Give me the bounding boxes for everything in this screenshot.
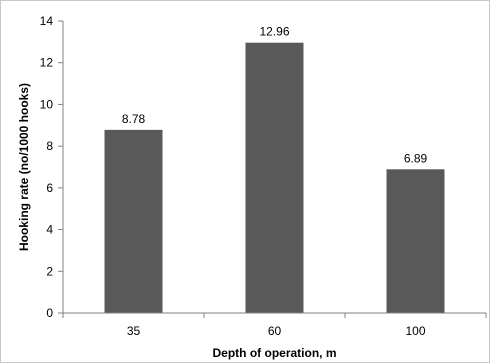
bars [104,42,445,313]
x-tick-label: 35 [127,324,141,338]
y-tick-label: 0 [46,306,53,320]
y-axis-title: Hooking rate (no/1000 hooks) [17,83,31,251]
y-tick-label: 4 [46,223,53,237]
y-tick-label: 14 [40,14,54,28]
x-tick-label: 60 [268,324,282,338]
data-labels: 8.78 12.96 6.89 [122,25,428,166]
bar-100 [386,169,445,313]
x-axis-title: Depth of operation, m [213,346,337,360]
y-tick-label: 10 [40,97,54,111]
x-tick-label: 100 [405,324,425,338]
y-tick-label: 12 [40,56,54,70]
bar-60 [245,42,304,313]
y-axis-ticks: 0 2 4 6 8 10 12 14 [40,14,63,320]
data-label: 6.89 [404,151,428,165]
y-tick-label: 8 [46,139,53,153]
bar-35 [104,129,163,313]
x-axis-ticks: 35 60 100 [62,313,487,338]
y-tick-label: 2 [46,264,53,278]
data-label: 12.96 [259,25,289,39]
y-tick-label: 6 [46,181,53,195]
data-label: 8.78 [122,112,146,126]
